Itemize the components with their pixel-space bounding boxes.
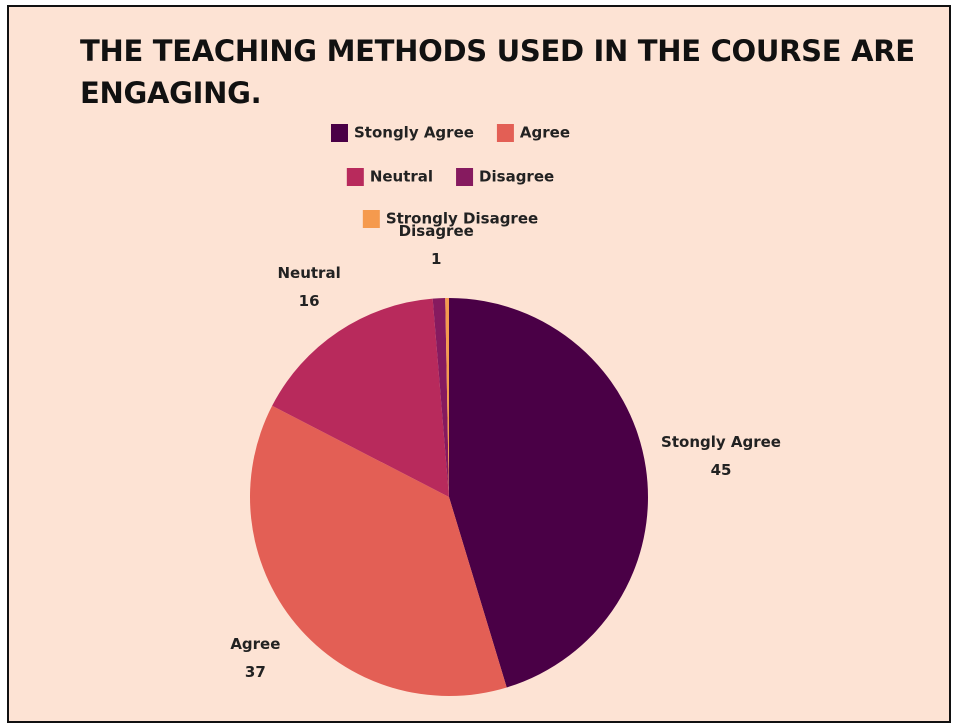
legend-label: Neutral bbox=[370, 168, 433, 186]
legend-swatch bbox=[330, 124, 348, 142]
slice-category-label: Stongly Agree bbox=[661, 433, 781, 451]
slice-value-label: 45 bbox=[711, 461, 732, 479]
legend-label: Strongly Disagree bbox=[386, 210, 538, 228]
chart-title: THE TEACHING METHODS USED IN THE COURSE … bbox=[80, 34, 915, 110]
slice-value-label: 37 bbox=[245, 663, 266, 681]
slice-category-label: Agree bbox=[230, 635, 280, 653]
pie-slice bbox=[445, 298, 449, 497]
slice-value-label: 16 bbox=[299, 292, 320, 310]
legend-swatch bbox=[456, 168, 474, 186]
slice-value-label: 1 bbox=[431, 250, 441, 268]
legend-label: Stongly Agree bbox=[354, 124, 474, 142]
pie-slice bbox=[272, 298, 449, 497]
legend-label: Agree bbox=[520, 124, 570, 142]
legend-label: Disagree bbox=[479, 168, 554, 186]
pie-slice bbox=[449, 298, 649, 688]
slice-category-label: Neutral bbox=[277, 264, 340, 282]
legend-swatch bbox=[346, 168, 364, 186]
pie-slice bbox=[249, 405, 507, 696]
pie-slice bbox=[432, 298, 449, 497]
legend-swatch bbox=[496, 124, 514, 142]
slice-category-label: Disagree bbox=[399, 222, 474, 240]
legend-swatch bbox=[362, 210, 380, 228]
